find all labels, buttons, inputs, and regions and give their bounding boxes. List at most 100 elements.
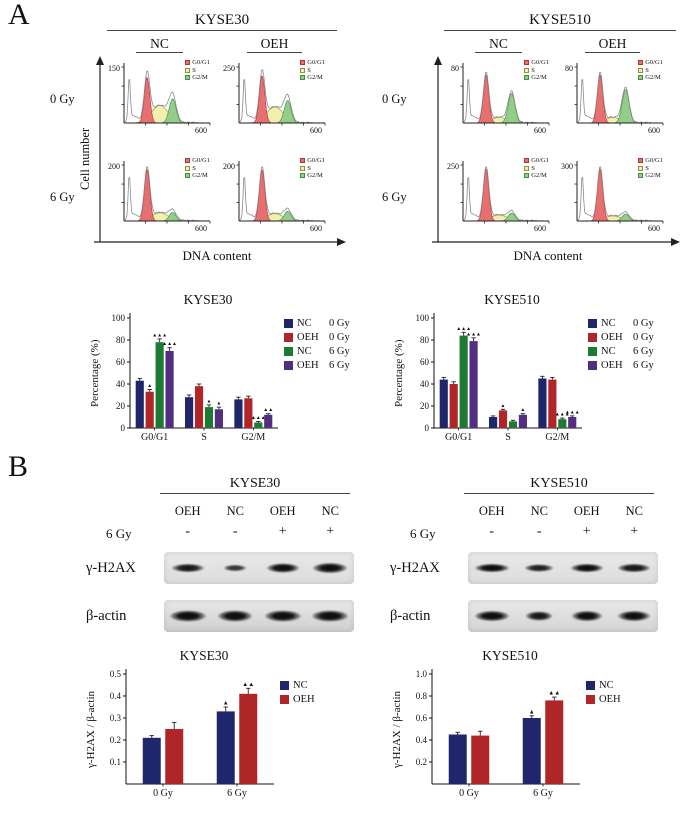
- bar-chart: 0 20 40 60 80 100 ▲▲▲ ▲▲▲ G0/G1 ▲ ▲ S ▲▲▲ ▲▲▲ G2/M: [406, 308, 586, 449]
- flow-legend-label: G2/M: [307, 74, 323, 81]
- bar: [165, 729, 184, 784]
- significance-marker: ▲▲▲: [466, 332, 481, 337]
- flow-histogram-svg: 80 600: [451, 63, 550, 135]
- legend-swatch: [284, 347, 293, 356]
- flow-histogram-svg: 250 600: [447, 161, 550, 233]
- flow-histogram-svg: 200 600: [108, 161, 211, 233]
- protein-band: [168, 610, 207, 622]
- dose-label: 6 Gy: [410, 526, 436, 541]
- gh2ax-blot-strip: [164, 552, 354, 584]
- y-tick-label: 60: [420, 357, 430, 367]
- flow-legend-label: G0/G1: [192, 59, 210, 66]
- protein-band: [617, 610, 652, 622]
- protein-label-bactin: β-actin: [390, 608, 431, 624]
- flow-legend: G0/G1 S G2/M: [183, 58, 212, 83]
- lane-label: OEH: [478, 504, 505, 518]
- y-tick-label: 0.4: [110, 691, 122, 701]
- bar-chart: 0 20 40 60 80 100 ▲ ▲▲▲ ▲▲▲ G0/G1 ▲ ▲ S ▲▲▲ ▲▲ G2/M: [102, 308, 282, 449]
- flow-xmax-label: 600: [310, 224, 322, 232]
- col-header-text: NC: [475, 36, 522, 53]
- g2m-legend-swatch: [638, 173, 644, 179]
- panel-b-label: B: [8, 450, 29, 483]
- flow-legend-item: G2/M: [638, 74, 663, 82]
- cell-number-axis-label: Cell number: [78, 127, 92, 191]
- flow-legend-label: G0/G1: [645, 157, 663, 164]
- bactin-blot-strip: [164, 600, 354, 632]
- protein-band: [217, 610, 254, 622]
- flow-legend-label: G2/M: [645, 172, 661, 179]
- dose-symbol: +: [630, 524, 639, 539]
- y-tick-label: 60: [116, 357, 126, 367]
- y-tick-label: 1.0: [416, 669, 428, 679]
- significance-marker: ▲: [147, 384, 152, 389]
- g01-legend-swatch: [185, 158, 191, 164]
- s-legend-swatch: [300, 67, 306, 73]
- cell-cycle-chart-kyse510: KYSE510 Percentage (%) 0 20 40 60 80 100 ▲▲▲ ▲▲…: [392, 292, 694, 449]
- flow-legend-label: S: [307, 164, 311, 172]
- flow-legend: G0/G1 S G2/M: [522, 58, 551, 83]
- g2m-legend-swatch: [300, 75, 306, 81]
- lane-label: OEH: [269, 504, 296, 518]
- y-tick-label: 0: [425, 423, 430, 433]
- protein-band: [223, 564, 248, 572]
- bar: [239, 693, 258, 784]
- g01-legend-swatch: [300, 60, 306, 66]
- flow-row-label-6gy: 6 Gy: [50, 190, 75, 204]
- chart-legend: NC 0 Gy OEH 0 Gy NC 6 Gy OEH 6 Gy: [588, 318, 654, 371]
- flow-legend-label: G2/M: [307, 172, 323, 179]
- bar: [489, 417, 498, 428]
- flow-legend: G0/G1 S G2/M: [522, 156, 551, 181]
- flow-histogram-cell: 250 600 G0/G1 S G2/M: [222, 58, 327, 135]
- category-label: 6 Gy: [227, 788, 247, 799]
- lane-label: NC: [625, 504, 643, 518]
- flow-xmax-label: 600: [648, 224, 660, 232]
- dose-symbol: -: [536, 524, 542, 539]
- y-tick-label: 100: [112, 313, 126, 323]
- lane-labels: OEH NC OEH NC: [468, 504, 658, 519]
- chart-legend: NC 0 Gy OEH 0 Gy NC 6 Gy OEH 6 Gy: [284, 318, 350, 371]
- category-label: G0/G1: [445, 432, 472, 443]
- gh2ax-blot-strip: [468, 552, 658, 584]
- flow-legend-item: G0/G1: [638, 59, 663, 67]
- dose-symbol: -: [232, 524, 238, 539]
- significance-marker: ▲▲: [548, 691, 560, 697]
- legend-series-name: NC: [297, 318, 312, 329]
- blot-group-kyse510: KYSE510 OEH NC OEH NC 6 Gy - - + + γ-H2A…: [390, 476, 680, 640]
- flow-legend-label: S: [645, 164, 649, 172]
- flow-xmax-label: 600: [195, 126, 207, 134]
- protein-band: [617, 563, 652, 573]
- legend-swatch: [280, 681, 289, 690]
- y-tick-label: 80: [420, 335, 430, 345]
- protein-band: [473, 563, 510, 573]
- y-tick-label: 80: [116, 335, 126, 345]
- legend-series-name: NC: [601, 318, 616, 329]
- flow-group-title: KYSE30: [107, 12, 337, 31]
- bar: [216, 711, 235, 784]
- panel-a-label: A: [8, 0, 30, 31]
- flow-histogram-svg: 250 600: [223, 63, 326, 135]
- g2m-legend-swatch: [524, 173, 530, 179]
- protein-label-bactin: β-actin: [86, 608, 127, 624]
- legend-swatch: [586, 681, 595, 690]
- flow-legend-label: S: [531, 66, 535, 74]
- col-header-text: OEH: [246, 36, 303, 53]
- flow-legend-item: S: [524, 165, 549, 173]
- significance-marker: ▲▲▲: [152, 333, 167, 338]
- g01-legend-swatch: [524, 60, 530, 66]
- bar: [194, 386, 204, 428]
- flow-legend-item: S: [185, 67, 210, 75]
- legend-series-dose: 6 Gy: [329, 360, 350, 371]
- y-tick-label: 20: [420, 401, 430, 411]
- y-tick-label: 0.2: [110, 735, 121, 745]
- flow-legend-item: G2/M: [524, 74, 549, 82]
- g01-legend-swatch: [524, 158, 530, 164]
- category-label: 0 Gy: [459, 788, 479, 799]
- flow-legend-item: S: [185, 165, 210, 173]
- flow-legend: G0/G1 S G2/M: [183, 156, 212, 181]
- y-tick-label: 0.2: [416, 757, 427, 767]
- bar: [518, 414, 527, 428]
- dose-symbol: -: [185, 524, 191, 539]
- flow-legend-item: G2/M: [185, 172, 210, 180]
